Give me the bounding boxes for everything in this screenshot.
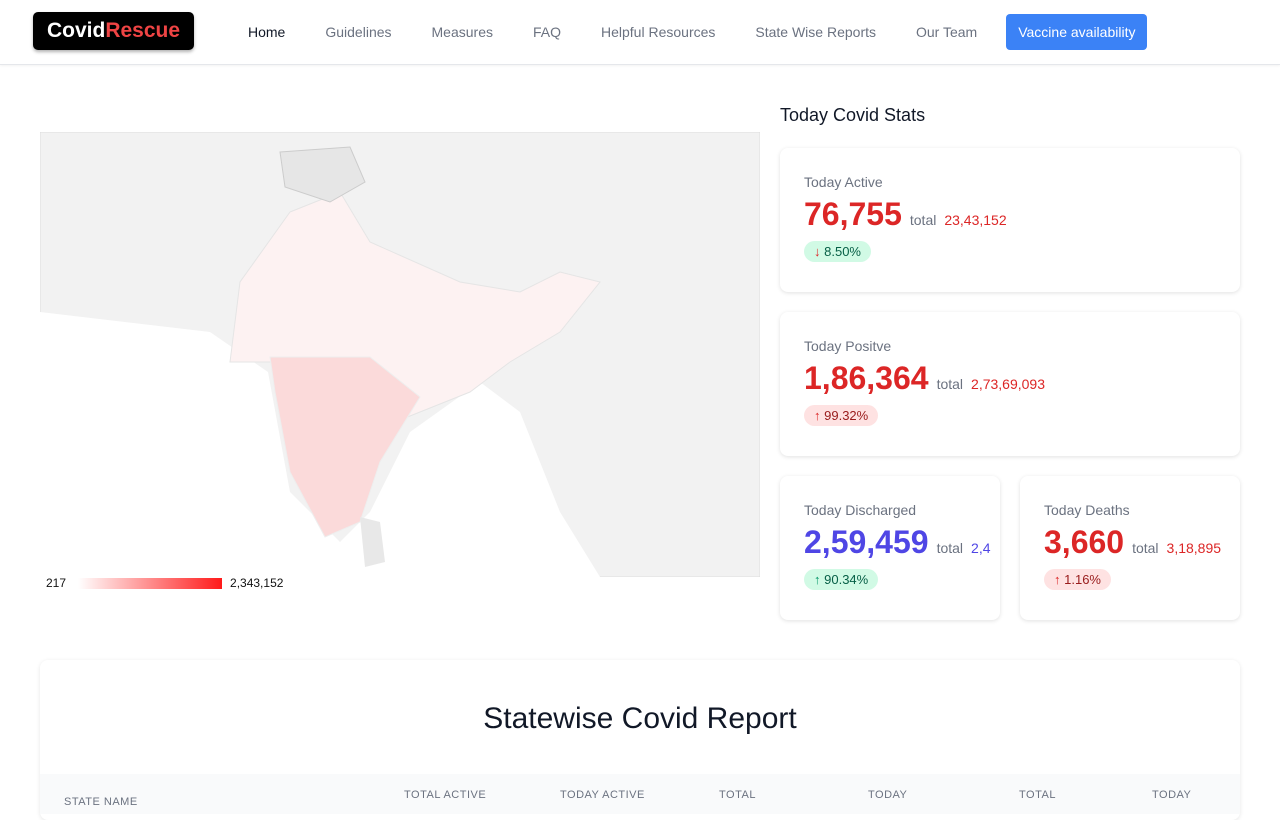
legend-max: 2,343,152 xyxy=(230,576,284,590)
card-today-positive: Today Positve 1,86,364 total 2,73,69,093 ↑… xyxy=(780,312,1240,456)
change-value: 1.16% xyxy=(1064,572,1101,587)
nav-helpful-resources[interactable]: Helpful Resources xyxy=(601,24,716,40)
legend-min: 217 xyxy=(46,576,67,590)
nav-guidelines[interactable]: Guidelines xyxy=(325,24,392,40)
card-value: 3,660 xyxy=(1044,524,1125,560)
logo-text-accent: Rescue xyxy=(105,19,181,42)
total-value: 23,43,152 xyxy=(944,212,1007,228)
vaccine-availability-button[interactable]: Vaccine availability xyxy=(1006,14,1148,50)
logo-text: Covid xyxy=(46,19,106,42)
statewise-report: Statewise Covid Report STATE NAME TOTAL … xyxy=(40,660,1240,820)
change-value: 8.50% xyxy=(824,244,861,259)
nav-state-wise-reports[interactable]: State Wise Reports xyxy=(755,24,876,40)
card-today-deaths: Today Deaths 3,660 total 3,18,895 ↑ 1.16% xyxy=(1020,476,1240,620)
change-badge: ↑ 99.32% xyxy=(804,405,879,426)
col-total-active[interactable]: TOTAL ACTIVE xyxy=(404,789,487,801)
india-choropleth-map[interactable] xyxy=(40,132,760,577)
col-state-name[interactable]: STATE NAME xyxy=(64,796,138,808)
nav-home[interactable]: Home xyxy=(248,24,286,40)
card-label: Today Positve xyxy=(804,338,892,354)
map-sea xyxy=(40,312,600,577)
col-total-2[interactable]: TOTAL xyxy=(1019,789,1056,801)
sri-lanka xyxy=(360,517,385,567)
nav-faq[interactable]: FAQ xyxy=(532,24,561,40)
card-value: 76,755 xyxy=(804,196,902,232)
col-today[interactable]: TODAY xyxy=(868,789,908,801)
total-label: total xyxy=(909,212,937,228)
col-total[interactable]: TOTAL xyxy=(719,789,756,801)
col-today-2[interactable]: TODAY xyxy=(1152,789,1192,801)
logo[interactable]: CovidRescue xyxy=(33,12,194,50)
change-value: 90.34% xyxy=(824,572,869,587)
report-title: Statewise Covid Report xyxy=(483,702,797,735)
india-south xyxy=(269,356,421,538)
legend-gradient xyxy=(78,577,223,589)
stats-title: Today Covid Stats xyxy=(780,105,926,125)
card-label: Today Active xyxy=(804,174,883,190)
table-header: STATE NAME TOTAL ACTIVE TODAY ACTIVE TOT… xyxy=(40,774,1240,814)
card-value: 1,86,364 xyxy=(804,360,929,396)
total-label: total xyxy=(936,376,964,392)
total-value: 2,4 xyxy=(971,540,991,556)
total-label: total xyxy=(1132,540,1159,556)
map-legend: 217 2,343,152 xyxy=(46,576,283,590)
change-badge: ↓ 8.50% xyxy=(804,241,871,262)
total-label: total xyxy=(936,540,964,556)
change-badge: ↑ 1.16% xyxy=(1044,569,1111,590)
arrow-up-icon: ↑ xyxy=(814,408,821,423)
total-value: 2,73,69,093 xyxy=(971,376,1045,392)
navbar: CovidRescue Home Guidelines Measures FAQ… xyxy=(0,0,1280,65)
col-today-active[interactable]: TODAY ACTIVE xyxy=(560,789,645,801)
card-value: 2,59,459 xyxy=(804,524,929,560)
nav-measures[interactable]: Measures xyxy=(431,24,493,40)
kashmir-region xyxy=(279,146,366,203)
card-label: Today Deaths xyxy=(1044,502,1130,518)
card-today-discharged: Today Discharged 2,59,459 total 2,4 ↑ 90.3… xyxy=(780,476,1000,620)
arrow-down-icon: ↓ xyxy=(814,244,821,259)
arrow-up-icon: ↑ xyxy=(1054,572,1061,587)
arrow-up-icon: ↑ xyxy=(814,572,821,587)
change-value: 99.32% xyxy=(824,408,869,423)
change-badge: ↑ 90.34% xyxy=(804,569,879,590)
nav-our-team[interactable]: Our Team xyxy=(916,24,978,40)
total-value: 3,18,895 xyxy=(1166,540,1222,556)
card-today-active: Today Active 76,755 total 23,43,152 ↓ 8.50… xyxy=(780,148,1240,292)
card-label: Today Discharged xyxy=(804,502,917,518)
